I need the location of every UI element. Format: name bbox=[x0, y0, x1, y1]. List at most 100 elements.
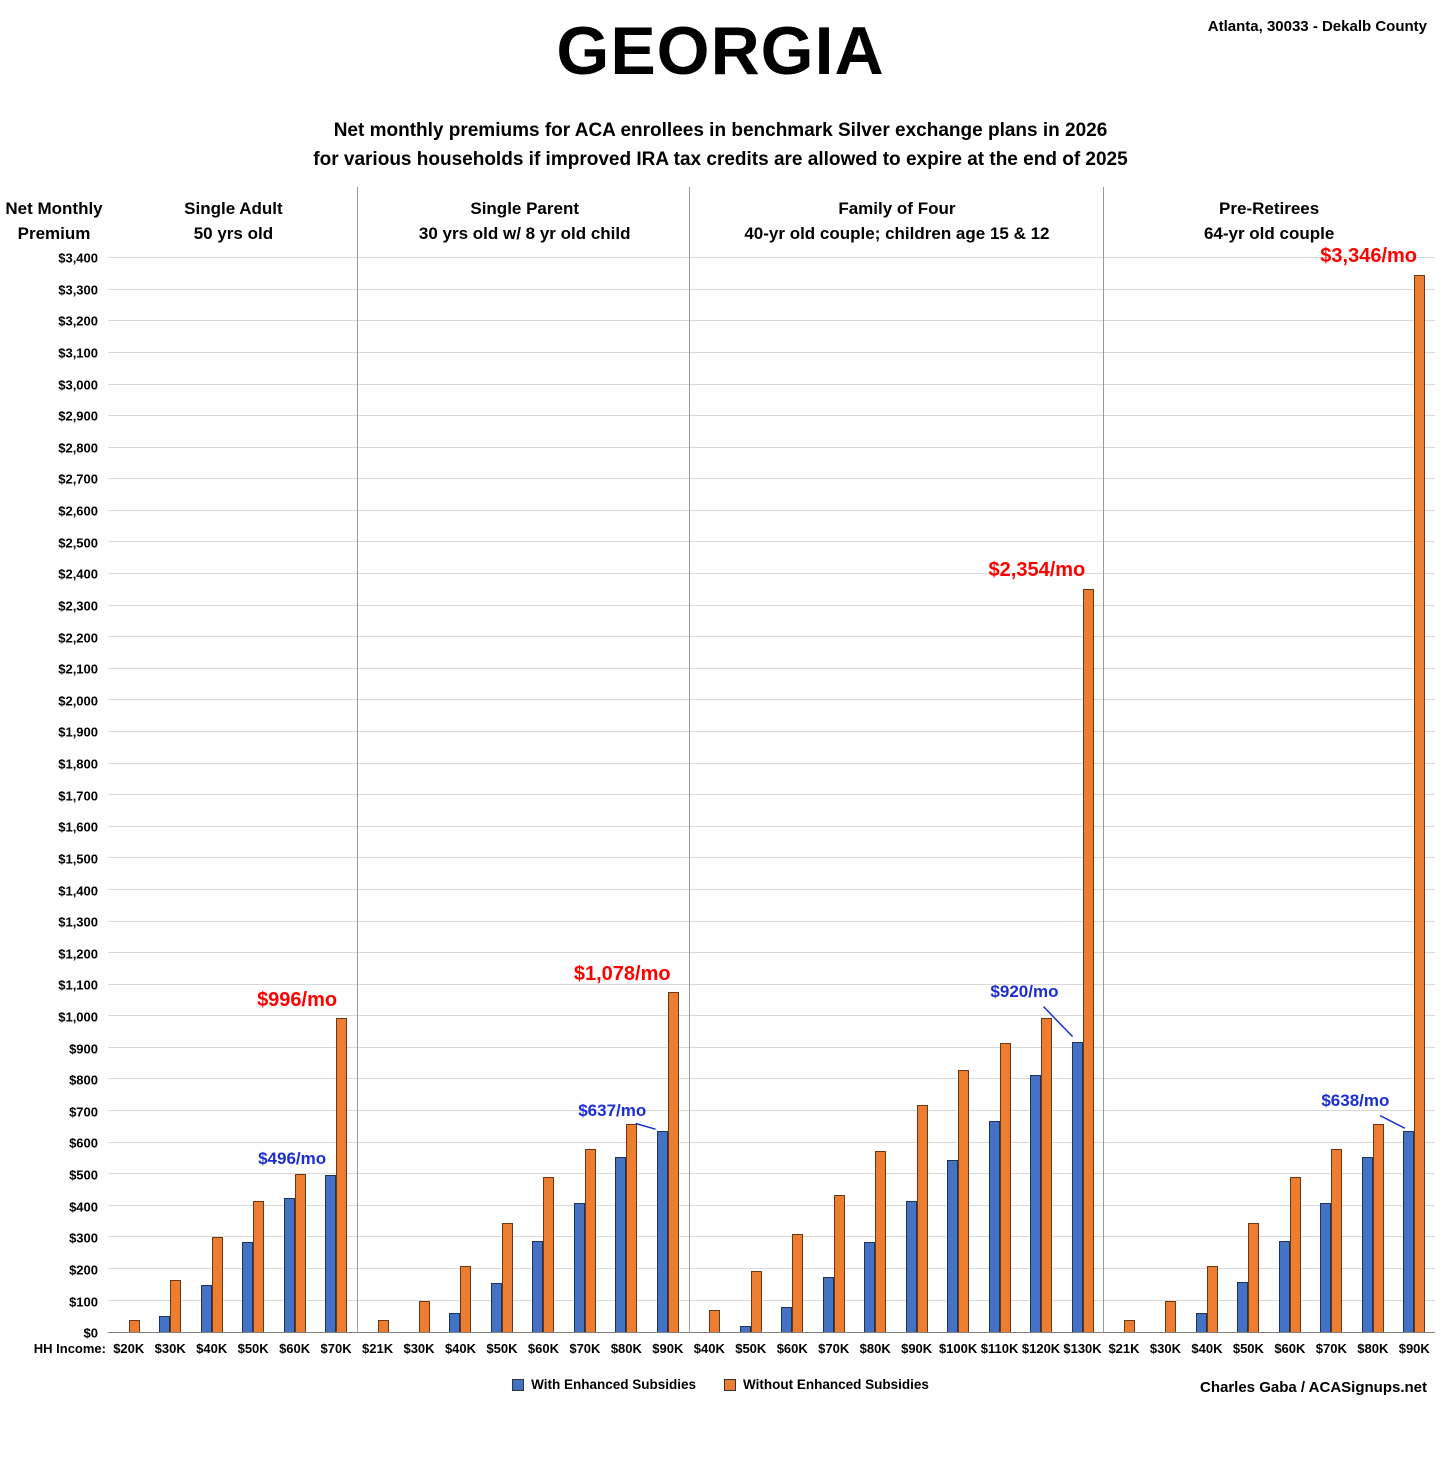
y-axis-title: Net Monthly Premium bbox=[0, 197, 108, 246]
gridline bbox=[108, 920, 1435, 922]
bar-without-subsidies bbox=[1372, 1123, 1384, 1333]
x-axis-tick-label: $100K bbox=[938, 1340, 978, 1356]
credit-label: Charles Gaba / ACASignups.net bbox=[1200, 1379, 1427, 1397]
bar-without-subsidies bbox=[999, 1043, 1011, 1333]
bar-with-subsidies bbox=[200, 1284, 212, 1333]
bar-without-subsidies bbox=[501, 1223, 513, 1333]
bar-with-subsidies bbox=[159, 1316, 171, 1333]
y-axis-tick-label: $1,200 bbox=[58, 946, 98, 962]
x-axis-tick-label: $110K bbox=[980, 1340, 1019, 1356]
bar-with-subsidies bbox=[283, 1197, 295, 1333]
y-axis-tick-label: $300 bbox=[69, 1230, 98, 1246]
gridline bbox=[108, 1173, 1435, 1175]
panel-title-line2: 50 yrs old bbox=[193, 223, 274, 243]
x-axis-tick-label: $60K bbox=[279, 1340, 311, 1356]
x-axis-tick-label: $60K bbox=[776, 1340, 808, 1356]
panel-title-line1: Single Adult bbox=[184, 198, 283, 218]
x-axis-segment: $20K $30K $40K $50K $60K $70K bbox=[108, 1341, 357, 1356]
y-axis-tick-label: $1,100 bbox=[58, 977, 98, 993]
bar-group bbox=[1154, 258, 1177, 1333]
x-axis-row: HH Income: $20K $30K $40K $50K $60K $70K $21K $… bbox=[0, 1333, 1441, 1363]
bar-group bbox=[159, 258, 182, 1333]
bar-with-subsidies bbox=[739, 1325, 751, 1333]
gridline bbox=[108, 825, 1435, 827]
bar-group bbox=[656, 258, 679, 1333]
gridline bbox=[108, 983, 1435, 985]
bar-group bbox=[905, 258, 928, 1333]
bar-with-subsidies bbox=[1195, 1313, 1207, 1333]
page-title: GEORGIA bbox=[556, 13, 885, 89]
bar-with-subsidies bbox=[573, 1202, 585, 1333]
legend-item: With Enhanced Subsidies bbox=[512, 1377, 696, 1392]
bar-with-subsidies bbox=[1071, 1041, 1083, 1333]
bar-with-subsidies bbox=[449, 1313, 461, 1333]
chart-panel: $638/mo $3,346/mo bbox=[1103, 245, 1435, 1333]
bar-without-subsidies bbox=[1165, 1300, 1177, 1333]
y-axis-tick-label: $1,900 bbox=[58, 724, 98, 740]
bar-group bbox=[947, 258, 970, 1333]
bar-without-subsidies bbox=[833, 1194, 845, 1333]
gridline bbox=[108, 667, 1435, 669]
gridline bbox=[108, 888, 1435, 890]
bar-without-subsidies bbox=[875, 1150, 887, 1333]
chart-panel: $637/mo $1,078/mo bbox=[357, 258, 689, 1333]
x-axis-tick-label: $50K bbox=[1232, 1340, 1264, 1356]
bar-without-subsidies bbox=[377, 1319, 389, 1333]
bar-group bbox=[242, 258, 265, 1333]
y-axis-tick-label: $100 bbox=[69, 1294, 98, 1310]
panel-titles: Single Adult 50 yrs old Single Parent 30 yr… bbox=[108, 197, 1435, 246]
gridline bbox=[108, 952, 1435, 954]
bar-with-subsidies bbox=[822, 1276, 834, 1333]
y-axis-tick-label: $3,000 bbox=[58, 377, 98, 393]
bar-without-subsidies bbox=[1041, 1017, 1053, 1333]
value-annotation: $920/mo bbox=[990, 982, 1059, 1002]
gridline bbox=[108, 699, 1435, 701]
x-axis-tick-label: $120K bbox=[1021, 1340, 1061, 1356]
bar-without-subsidies bbox=[667, 991, 679, 1333]
gridline bbox=[108, 1078, 1435, 1080]
x-axis-tick-label: $70K bbox=[569, 1340, 601, 1356]
legend-swatch bbox=[512, 1378, 525, 1391]
bar-with-subsidies bbox=[1403, 1130, 1415, 1333]
panel-title: Pre-Retirees 64-yr old couple bbox=[1103, 197, 1435, 246]
bar-with-subsidies bbox=[325, 1175, 337, 1333]
bar-group bbox=[200, 258, 223, 1333]
bar-without-subsidies bbox=[958, 1069, 970, 1333]
value-annotation: $637/mo bbox=[578, 1101, 647, 1121]
annotation-leader-line bbox=[357, 258, 689, 1332]
y-axis-tick-label: $2,700 bbox=[58, 471, 98, 487]
bar-group bbox=[367, 258, 389, 1333]
bar-group bbox=[698, 258, 721, 1333]
bar-with-subsidies bbox=[947, 1160, 959, 1333]
gridline bbox=[108, 509, 1435, 511]
legend-item: Without Enhanced Subsidies bbox=[724, 1377, 929, 1392]
legend-label: Without Enhanced Subsidies bbox=[743, 1377, 929, 1393]
bar-without-subsidies bbox=[1331, 1148, 1343, 1333]
panel-title-line2: 64-yr old couple bbox=[1203, 223, 1335, 243]
bar-group bbox=[864, 258, 887, 1333]
y-axis-tick-label: $2,400 bbox=[58, 566, 98, 582]
gridline bbox=[108, 604, 1435, 606]
bar-with-subsidies bbox=[781, 1306, 793, 1333]
y-axis-tick-label: $2,600 bbox=[58, 503, 98, 519]
y-axis-tick-label: $3,400 bbox=[58, 250, 98, 266]
y-axis-tick-label: $2,500 bbox=[58, 535, 98, 551]
y-axis-tick-label: $1,600 bbox=[58, 819, 98, 835]
annotation-leader-line bbox=[1103, 258, 1435, 1332]
footer-row: With Enhanced Subsidies Without Enhanced … bbox=[0, 1377, 1441, 1403]
bar-with-subsidies bbox=[242, 1242, 254, 1333]
bar-without-subsidies bbox=[1289, 1177, 1301, 1333]
bar-with-subsidies bbox=[1361, 1156, 1373, 1333]
value-annotation: $996/mo bbox=[257, 988, 338, 1011]
value-annotation: $3,346/mo bbox=[1320, 245, 1418, 268]
value-annotation: $2,354/mo bbox=[988, 558, 1086, 581]
y-axis-tick-label: $3,300 bbox=[58, 282, 98, 298]
gridline bbox=[108, 857, 1435, 859]
y-axis-tick-label: $800 bbox=[69, 1072, 98, 1088]
panel-title-line1: Pre-Retirees bbox=[1219, 198, 1320, 218]
gridline bbox=[108, 1046, 1435, 1048]
y-axis-tick-label: $1,000 bbox=[58, 1009, 98, 1025]
bar-without-subsidies bbox=[626, 1123, 638, 1333]
bar-without-subsidies bbox=[916, 1104, 928, 1333]
y-axis-tick-label: $1,800 bbox=[58, 756, 98, 772]
